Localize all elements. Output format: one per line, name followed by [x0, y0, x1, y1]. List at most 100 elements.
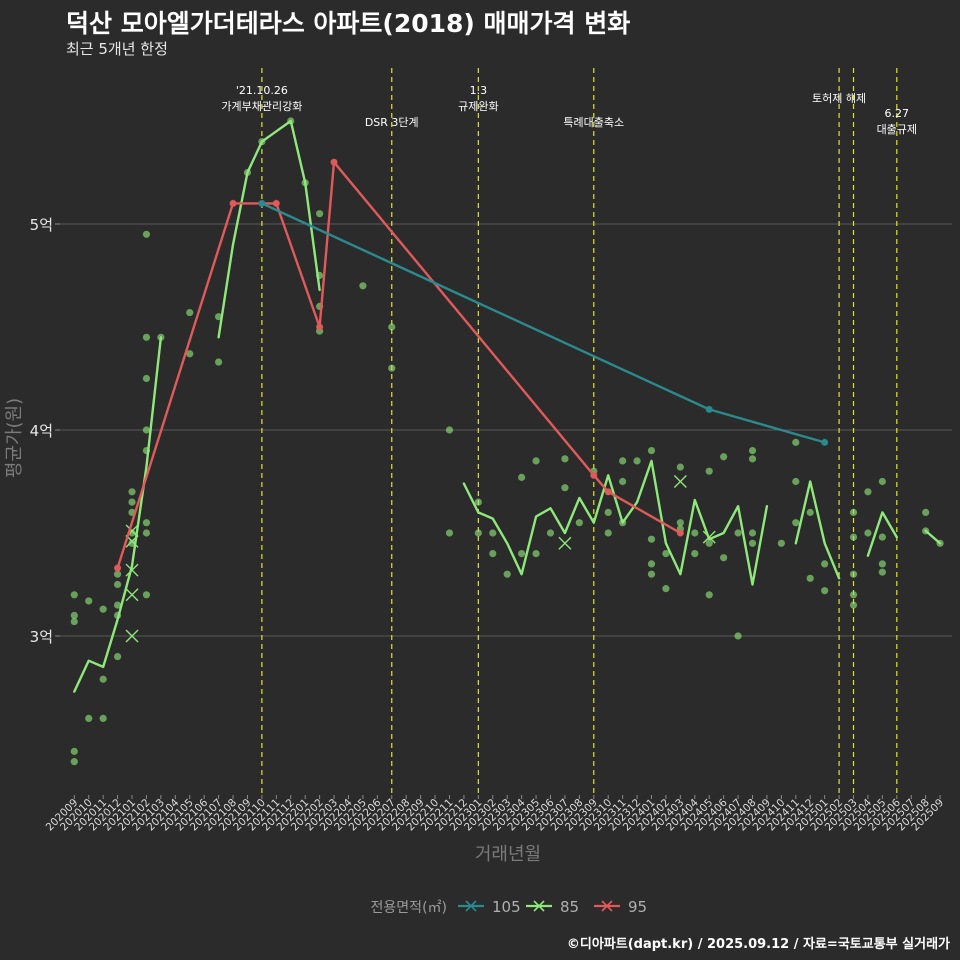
data-point: [748, 539, 757, 547]
series-line: [794, 480, 841, 580]
data-point: [561, 455, 569, 463]
data-point: [518, 550, 526, 558]
data-point: [99, 714, 107, 723]
data-point: [575, 519, 583, 527]
series-line: [462, 459, 769, 586]
data-point: [273, 200, 280, 207]
data-point: [748, 455, 757, 463]
event-label: 6.27: [885, 107, 910, 120]
data-point: [849, 533, 858, 541]
data-point: [142, 333, 151, 341]
data-point: [849, 591, 858, 599]
cross-stroke: [125, 629, 139, 643]
series-line: [217, 119, 321, 339]
data-point: [186, 308, 194, 317]
legend-item-105: 105: [458, 898, 521, 916]
grid-lines: [60, 223, 952, 637]
data-point: [806, 574, 814, 582]
data-point: [113, 580, 122, 589]
data-point: [878, 560, 886, 568]
data-cross: [125, 588, 139, 602]
data-point: [647, 535, 656, 543]
data-point: [748, 529, 757, 537]
data-point: [619, 457, 627, 465]
data-point: [70, 617, 78, 626]
data-point: [792, 519, 800, 527]
data-point: [142, 529, 151, 537]
data-point: [561, 484, 569, 492]
legend-title: 전용면적(㎡): [371, 900, 447, 916]
data-point: [229, 200, 237, 207]
data-point: [388, 364, 396, 372]
data-point: [258, 200, 266, 207]
data-point: [662, 550, 670, 558]
data-point: [849, 570, 858, 578]
series-line: [260, 202, 826, 444]
data-point: [705, 591, 713, 599]
data-point: [316, 323, 323, 331]
series-line: [116, 161, 682, 570]
data-point: [864, 529, 872, 537]
data-point: [215, 358, 223, 366]
cross-stroke: [673, 475, 687, 488]
data-point: [878, 533, 886, 541]
data-point: [792, 477, 800, 486]
series-line: [73, 336, 163, 693]
data-point: [849, 601, 858, 609]
data-point: [821, 560, 829, 568]
cross-stroke: [558, 536, 572, 550]
data-point: [445, 529, 454, 537]
data-point: [792, 438, 800, 446]
data-point: [388, 323, 396, 331]
data-point: [878, 568, 886, 576]
event-label: 토허제 해제: [812, 91, 866, 105]
data-point: [113, 601, 122, 609]
data-point: [532, 550, 540, 558]
data-point: [489, 529, 497, 537]
data-point: [821, 439, 828, 446]
data-point: [706, 406, 713, 413]
legend: 전용면적(㎡) 105 85 95: [371, 898, 648, 916]
data-point: [85, 714, 93, 723]
data-point: [676, 519, 684, 527]
legend-key-cross: [465, 900, 477, 912]
data-point: [70, 758, 78, 766]
data-point: [70, 747, 78, 755]
data-point: [720, 453, 728, 461]
series-line: [924, 529, 942, 545]
data-point: [99, 675, 107, 683]
data-point: [604, 529, 612, 537]
data-point: [604, 508, 612, 516]
y-tick-label: 3억: [30, 628, 53, 646]
data-point: [128, 539, 136, 547]
event-label: 가계부채관리강화: [221, 100, 302, 113]
legend-item-95: 95: [594, 898, 647, 916]
data-point: [532, 457, 540, 465]
data-point: [705, 539, 713, 547]
series-line: [866, 511, 898, 557]
y-axis-title: 평균가(원): [4, 398, 25, 478]
event-label: '21.10.26: [236, 84, 288, 97]
event-label: DSR 3단계: [365, 116, 419, 129]
data-cross: [673, 475, 687, 488]
data-point: [647, 560, 656, 568]
x-axis-title: 거래년월: [475, 844, 541, 865]
data-point: [70, 611, 78, 620]
data-cross: [558, 536, 572, 550]
legend-label: 95: [628, 898, 647, 916]
data-point: [734, 529, 742, 537]
legend-label: 105: [492, 898, 521, 916]
data-point: [546, 529, 555, 537]
data-point: [142, 374, 151, 383]
data-point: [734, 632, 742, 640]
plot-area: [70, 117, 944, 766]
data-point: [677, 529, 684, 537]
data-point: [647, 570, 656, 578]
event-label: 특례대출축소: [563, 116, 624, 129]
data-point: [99, 605, 107, 613]
data-point: [114, 564, 121, 572]
data-point: [359, 282, 367, 290]
data-point: [113, 653, 122, 661]
event-label: 1.3: [470, 84, 488, 97]
